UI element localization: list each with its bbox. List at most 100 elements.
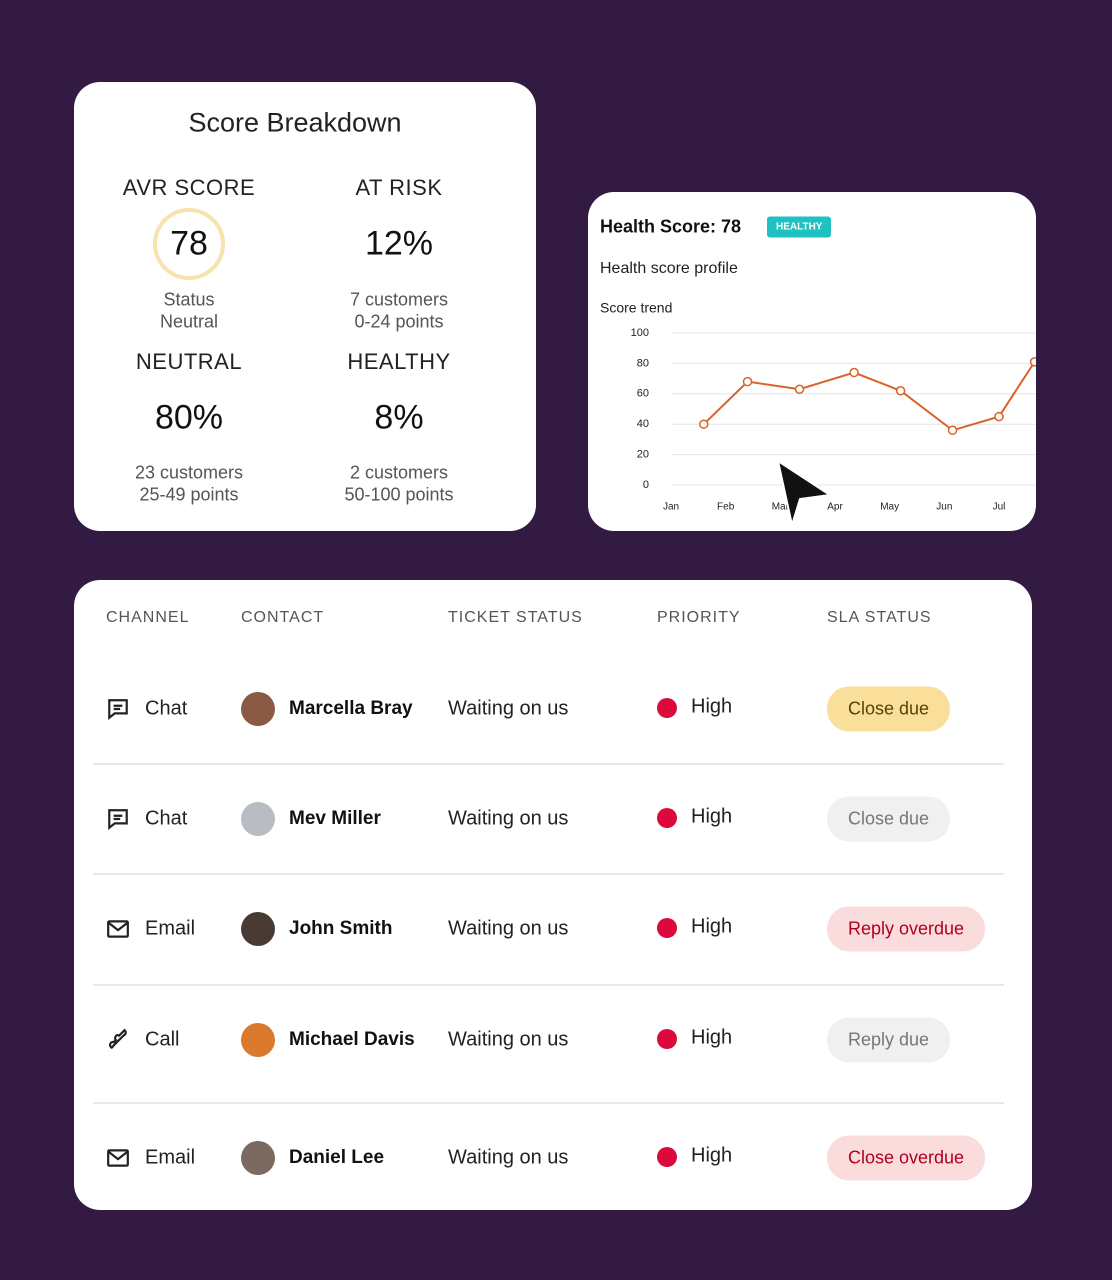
chart: Score trend 0 20 40 60 80 100 Jan Feb Mar Apr May J… [600, 300, 1036, 513]
x-tick-label: May [880, 502, 899, 513]
x-tick-label: Mar [772, 502, 790, 513]
ticket-status: Waiting on us [448, 1146, 569, 1169]
column-header: PRIORITY [657, 609, 741, 626]
row-divider [93, 984, 1004, 986]
contact: Marcella Bray [289, 698, 413, 719]
y-tick-label: 20 [637, 449, 649, 461]
channel: Call [145, 1028, 180, 1051]
priority-dot [657, 918, 677, 938]
channel: Email [145, 1146, 196, 1169]
card-title: Score Breakdown [188, 107, 402, 138]
channel: Chat [145, 697, 188, 720]
priority-dot [657, 808, 677, 828]
score-ring [153, 208, 225, 280]
priority: High [691, 1144, 733, 1167]
point [947, 425, 958, 436]
row-divider [93, 763, 1004, 765]
score-breakdown-card: Score Breakdown AVR SCORE 78 Status Neutral… [74, 82, 536, 531]
metric-note: 25-49 points [139, 484, 239, 505]
cursor [776, 458, 833, 527]
x-tick-label: Jul [993, 502, 1006, 513]
ticket-status: Waiting on us [448, 697, 569, 720]
column-header: TICKET STATUS [448, 609, 583, 626]
row-divider [93, 1102, 1004, 1104]
point [742, 376, 753, 387]
metric-label: NEUTRAL [135, 349, 243, 374]
ticket-status: Waiting on us [448, 807, 569, 830]
health-badge: HEALTHY [767, 216, 832, 238]
channel-icon [106, 697, 130, 721]
sla-badge: Close due [827, 796, 951, 842]
priority: High [691, 695, 733, 718]
contact: Mev Miller [289, 808, 381, 829]
y-tick-label: 40 [637, 418, 649, 430]
sla-badge: Close overdue [827, 1135, 986, 1181]
metric-note: 50-100 points [344, 484, 454, 505]
channel-icon [106, 1146, 130, 1170]
metric-label: HEALTHY [347, 349, 451, 374]
point [699, 419, 709, 429]
avatar [241, 1023, 275, 1057]
x-tick-label: Jan [663, 502, 679, 513]
avatar [241, 692, 275, 726]
channel: Email [145, 917, 196, 940]
avatar [241, 1141, 275, 1175]
priority-dot [657, 698, 677, 718]
y-tick-label: 80 [637, 357, 649, 369]
point [1029, 357, 1036, 367]
metric-value: 12% [364, 224, 434, 263]
ticket-table: CHANNEL CONTACT TICKET STATUS PRIORITY SLA S… [74, 580, 1032, 1210]
chart-title: Score trend [600, 300, 672, 316]
health-subtitle: Health score profile [600, 260, 738, 277]
channel-icon [106, 807, 130, 831]
priority: High [691, 915, 733, 938]
contact: John Smith [289, 918, 393, 939]
metric-label: AVR SCORE [122, 175, 256, 200]
x-tick-label: Feb [717, 502, 735, 513]
channel-icon [106, 917, 130, 941]
metric-note: 23 customers [134, 462, 244, 483]
metric-value: 78 [170, 224, 208, 263]
metric-note: Neutral [159, 311, 219, 332]
priority-dot [657, 1029, 677, 1049]
metric-value: 80% [154, 398, 224, 437]
priority: High [691, 1026, 733, 1049]
metric-label: AT RISK [355, 175, 443, 200]
avatar [241, 912, 275, 946]
sla-badge: Reply due [827, 1017, 951, 1063]
point [794, 384, 805, 394]
contact: Michael Davis [289, 1029, 415, 1050]
channel-icon [106, 1028, 130, 1052]
priority: High [691, 805, 733, 828]
point [994, 411, 1004, 422]
x-tick-label: Apr [827, 502, 843, 513]
trend-line [703, 361, 1036, 432]
metric-note: Status [163, 289, 215, 310]
y-tick-label: 0 [643, 479, 649, 491]
metric-note: 7 customers [349, 289, 449, 310]
point [849, 367, 859, 378]
channel: Chat [145, 807, 188, 830]
column-header: CONTACT [241, 609, 325, 626]
metric-note: 0-24 points [354, 311, 444, 332]
health-title: Health Score: 78 [600, 216, 742, 237]
sla-badge: Reply overdue [827, 906, 986, 952]
point [895, 386, 906, 396]
ticket-status: Waiting on us [448, 1028, 569, 1051]
column-header: CHANNEL [106, 609, 190, 626]
y-tick-label: 60 [637, 388, 649, 400]
plot [699, 357, 1036, 436]
health-card: Health Score: 78 HEALTHY Health score pr… [588, 192, 1036, 531]
x-tick-label: Jun [936, 502, 952, 513]
contact: Daniel Lee [289, 1147, 385, 1168]
metric-value: 8% [374, 398, 424, 437]
priority-dot [657, 1147, 677, 1167]
metric-note: 2 customers [349, 462, 449, 483]
row-divider [93, 873, 1004, 875]
avatar [241, 802, 275, 836]
y-tick-label: 100 [631, 327, 649, 339]
column-header: SLA STATUS [827, 609, 932, 626]
ticket-status: Waiting on us [448, 917, 569, 940]
sla-badge: Close due [827, 686, 951, 732]
